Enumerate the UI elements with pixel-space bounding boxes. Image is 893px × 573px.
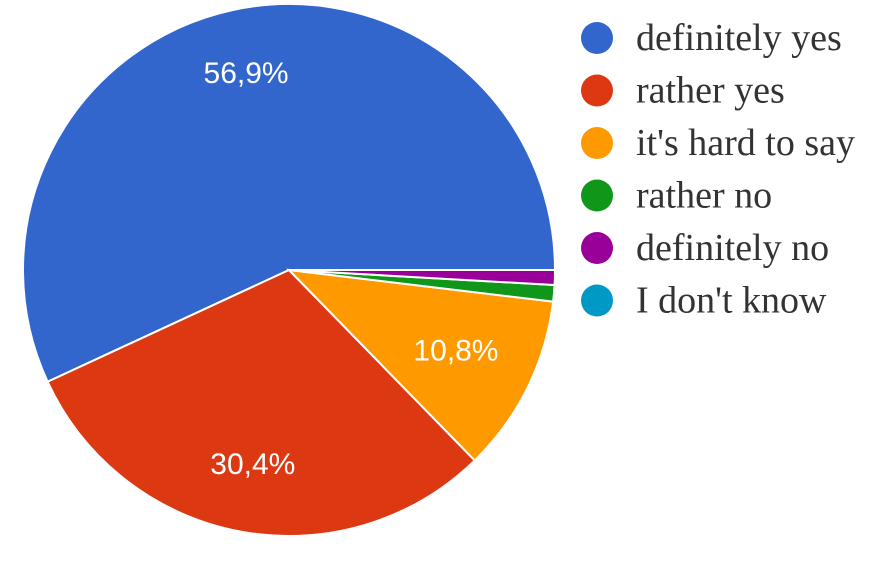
legend-label-i-don-t-know: I don't know: [636, 280, 827, 322]
legend-swatch-it-s-hard-to-say: [581, 127, 613, 159]
legend-swatch-definitely-yes: [581, 22, 613, 54]
legend-label-it-s-hard-to-say: it's hard to say: [636, 122, 855, 164]
pie-slices: [22, 3, 557, 537]
slice-value-label-definitely-yes: 56,9%: [204, 57, 289, 90]
legend-label-definitely-yes: definitely yes: [636, 17, 842, 59]
slice-value-label-rather-yes: 30,4%: [210, 448, 295, 481]
legend-swatch-definitely-no: [581, 232, 613, 264]
legend-label-rather-yes: rather yes: [636, 70, 785, 112]
slice-value-label-it-s-hard-to-say: 10,8%: [413, 334, 498, 367]
pie-slice-rather-yes: [46, 268, 477, 537]
legend-swatch-rather-yes: [581, 74, 613, 107]
pie-slice-it-s-hard-to-say: [286, 268, 555, 462]
pie-slice-definitely-yes: [22, 3, 557, 384]
legend-swatch-i-don-t-know: [581, 284, 613, 317]
legend: definitely yes rather yes it's hard to say…: [581, 17, 855, 322]
legend-swatch-rather-no: [581, 179, 613, 212]
legend-label-definitely-no: definitely no: [636, 227, 829, 269]
pie-slice-labels: 56,9% 30,4% 10,8%: [204, 57, 499, 481]
legend-label-rather-no: rather no: [636, 175, 772, 217]
pie-slice-definitely-no: [288, 269, 557, 287]
